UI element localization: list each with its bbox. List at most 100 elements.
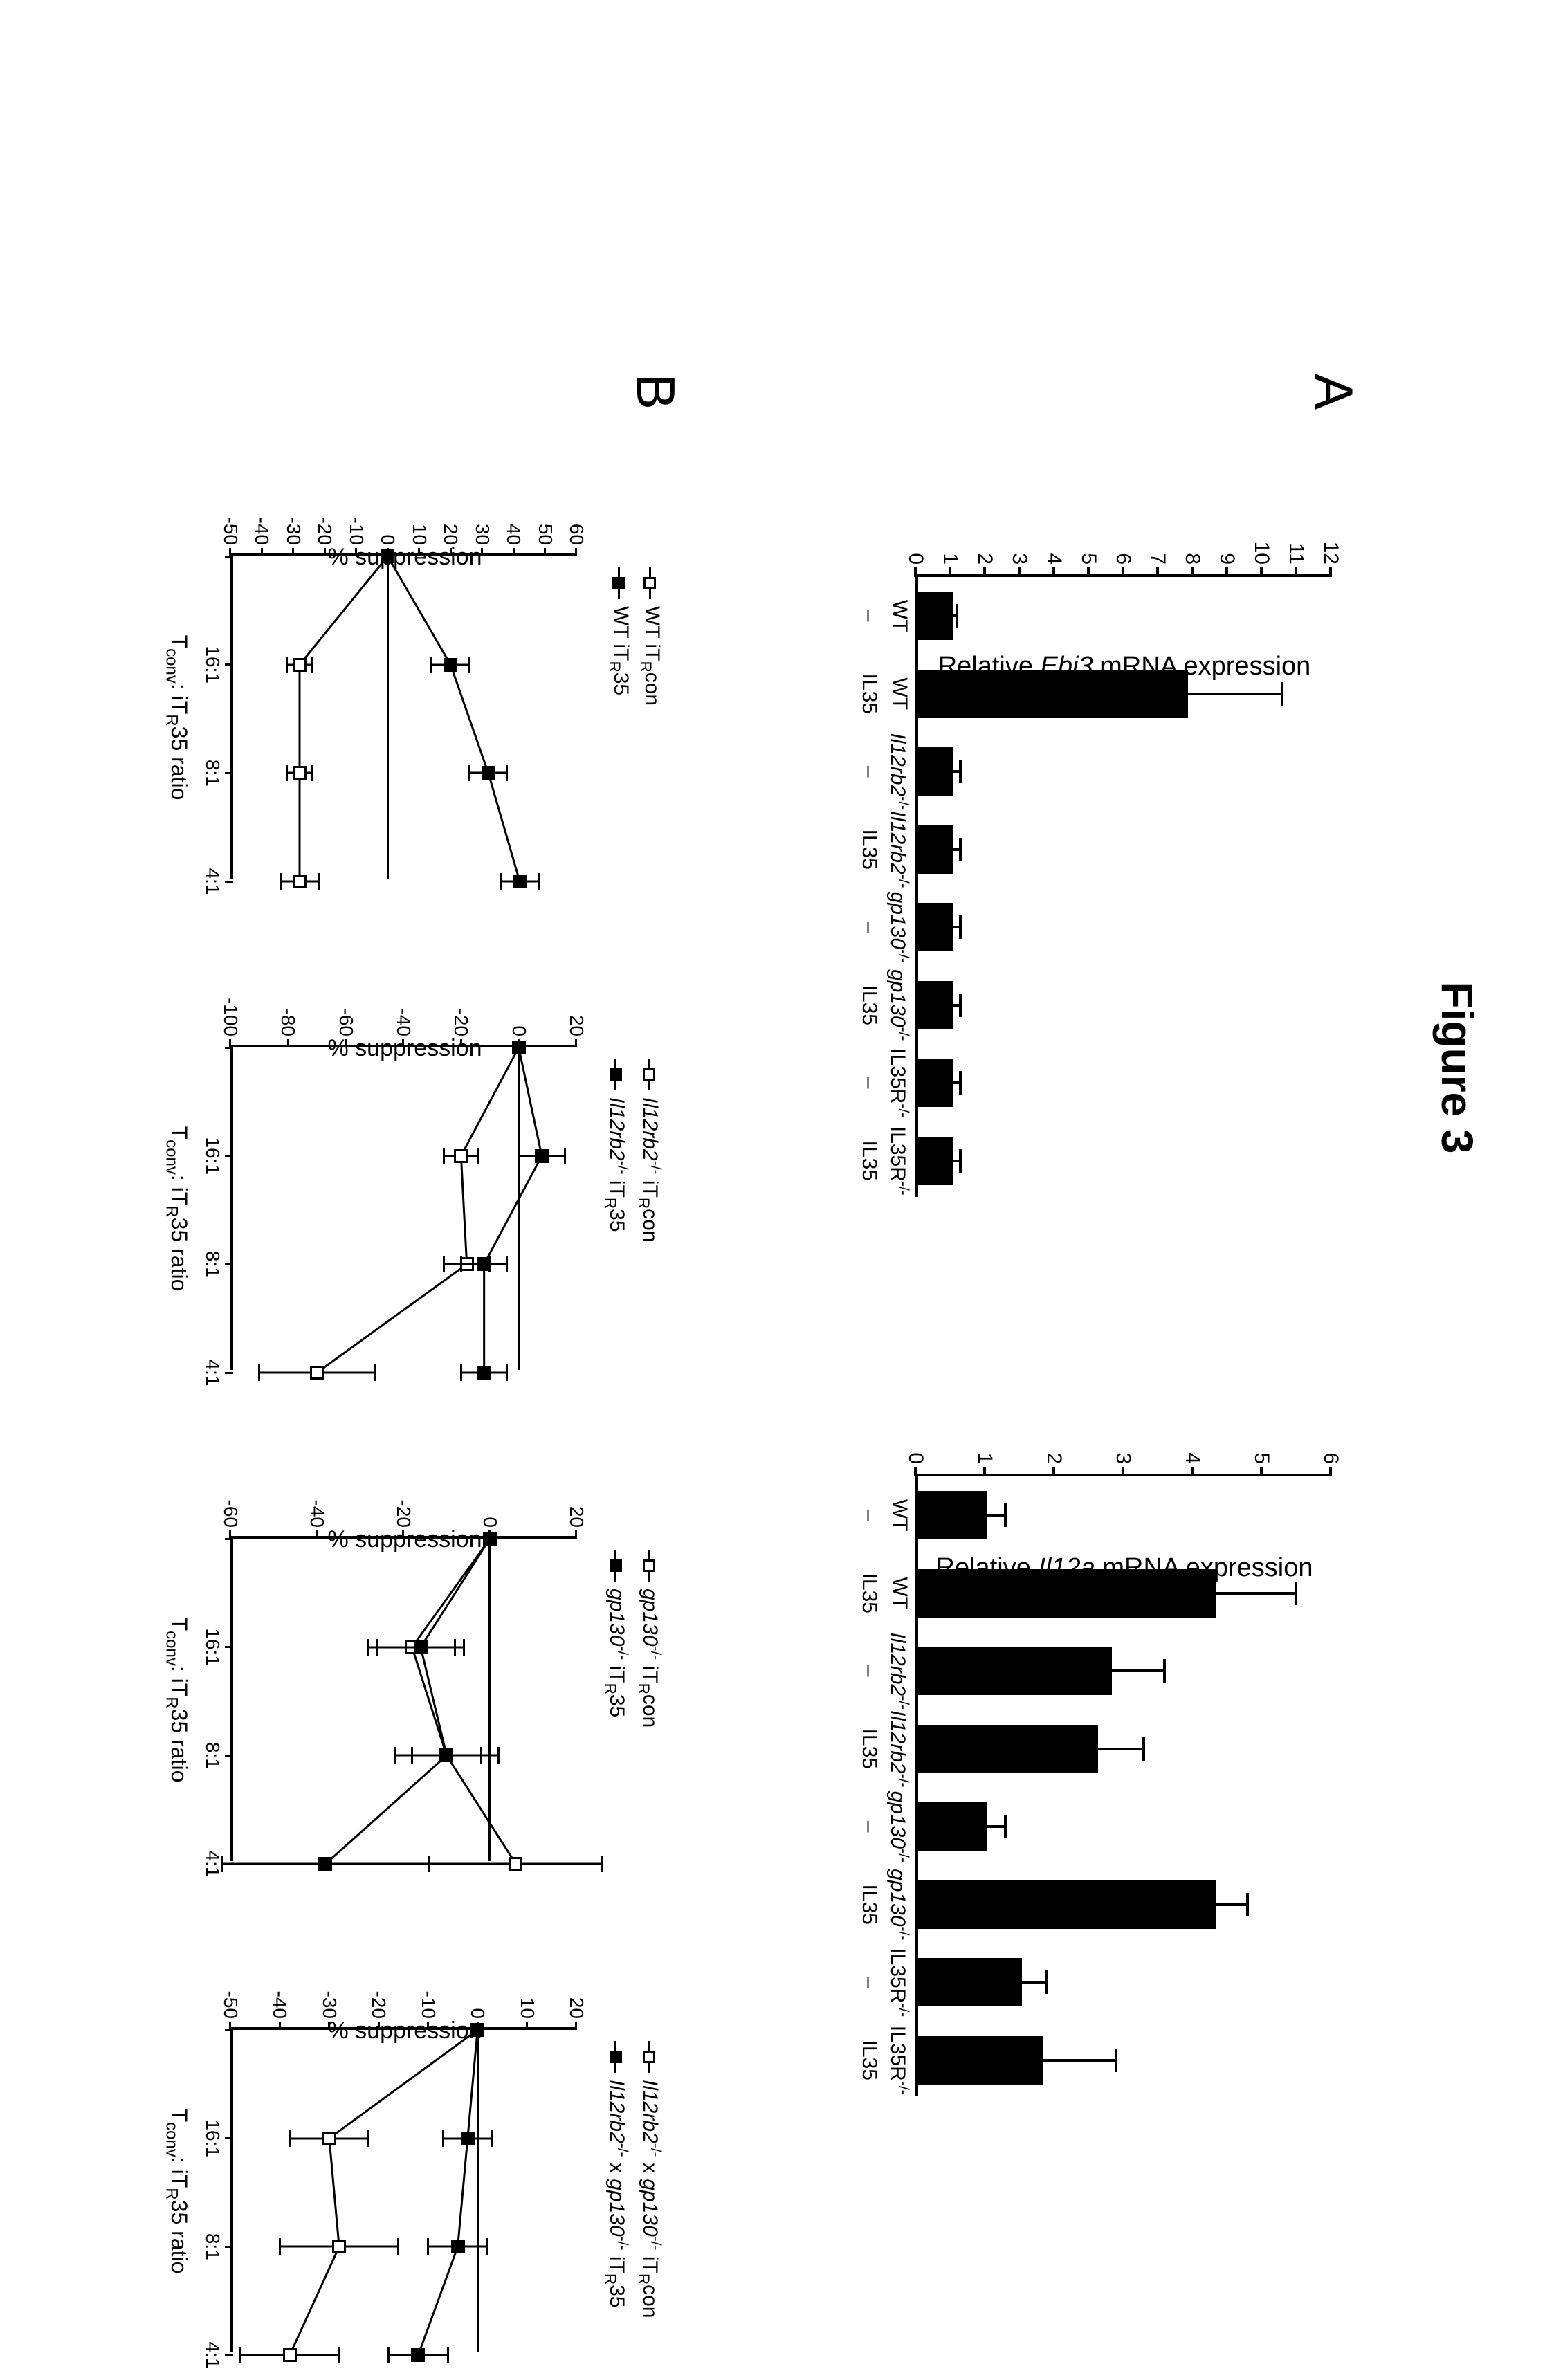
- ytick-label: 2: [973, 553, 996, 577]
- ytick-label: -100: [219, 997, 241, 1047]
- bar-category: IL35R-/-: [886, 1041, 911, 1124]
- bar-category: WT: [888, 652, 911, 735]
- bar-subcategory: IL35: [857, 1551, 881, 1634]
- bar: [918, 825, 953, 873]
- data-marker: [509, 1857, 523, 1871]
- data-marker: [319, 1857, 333, 1871]
- bar-category: gp130-/-: [886, 886, 911, 969]
- legend-item: Il12rb2-/- x gp130-/- iTR35: [601, 2041, 630, 2318]
- bar-subcategory: –: [857, 1629, 881, 1712]
- x-axis-label: Tconv: iTR35 ratio: [162, 1617, 192, 1782]
- bar: [918, 1958, 1022, 2006]
- data-marker: [293, 766, 307, 780]
- data-marker: [440, 1748, 454, 1762]
- data-marker: [411, 2348, 425, 2362]
- bar-subcategory: –: [857, 1041, 881, 1124]
- ytick-label: 2: [1042, 1452, 1066, 1476]
- bar-subcategory: IL35: [857, 807, 881, 890]
- xtick-label: 16:1: [201, 1137, 233, 1175]
- ytick-label: -40: [306, 1499, 328, 1538]
- x-axis-label: Tconv: iTR35 ratio: [162, 634, 192, 800]
- bar-subcategory: –: [857, 730, 881, 813]
- data-marker: [483, 1532, 497, 1546]
- data-marker: [454, 1148, 468, 1162]
- bar-category: Il12rb2-/-: [886, 807, 911, 890]
- xtick-label: 8:1: [201, 759, 233, 786]
- ytick-label: 50: [534, 523, 556, 556]
- line-chart: WT iTRconWT iTR35-50-40-30-20-1001020304…: [71, 457, 659, 906]
- legend-item: WT iTR35: [605, 567, 632, 706]
- bar-subcategory: IL35: [857, 1119, 881, 1202]
- ytick-label: 12: [1319, 541, 1342, 576]
- xtick-label: 8:1: [201, 1741, 233, 1768]
- ytick-label: -40: [268, 1990, 291, 2029]
- xtick-label: 4:1: [201, 868, 233, 895]
- bar-category: WT: [888, 574, 911, 657]
- bar: [918, 747, 953, 796]
- plot-area: -60-40-20020% suppression16:18:14:1Tconv…: [230, 1536, 576, 1861]
- bar-subcategory: IL35: [857, 963, 881, 1046]
- plot-area: 0123456Relative Il12a mRNA expressionWT–…: [915, 1474, 1331, 2096]
- bar-chart: 0123456Relative Il12a mRNA expressionWT–…: [722, 1356, 1344, 2117]
- ytick-label: 10: [1250, 541, 1273, 576]
- bar: [918, 1059, 953, 1107]
- ytick-label: 5: [1250, 1452, 1273, 1476]
- line-chart: gp130-/- iTRcongp130-/- iTR35-60-40-2002…: [71, 1439, 659, 1889]
- bar: [918, 903, 953, 951]
- ytick-label: -80: [277, 1008, 299, 1047]
- bar-subcategory: IL35: [857, 652, 881, 735]
- bar: [918, 1568, 1216, 1617]
- legend: Il12rb2-/- x gp130-/- iTRconIl12rb2-/- x…: [597, 2041, 664, 2318]
- bar: [918, 1880, 1216, 1928]
- ytick-label: 7: [1146, 553, 1169, 577]
- bar-category: gp130-/-: [886, 963, 911, 1046]
- bar-subcategory: IL35: [857, 2018, 881, 2101]
- bar: [918, 1136, 953, 1184]
- legend-item: WT iTRcon: [637, 567, 664, 706]
- bar: [918, 1647, 1112, 1695]
- data-marker: [477, 1257, 491, 1271]
- ytick-label: 3: [1007, 553, 1031, 577]
- ytick-label: 8: [1180, 553, 1204, 577]
- line-chart: Il12rb2-/- x gp130-/- iTRconIl12rb2-/- x…: [71, 1930, 659, 2380]
- legend-item: Il12rb2-/- iTR35: [601, 1059, 630, 1243]
- data-marker: [310, 1366, 324, 1380]
- xtick-label: 16:1: [201, 2119, 233, 2157]
- ytick-label: 4: [1180, 1452, 1204, 1476]
- bar-category: gp130-/-: [886, 1785, 911, 1868]
- xtick-label: 4:1: [201, 1359, 233, 1386]
- ytick-label: 5: [1077, 553, 1100, 577]
- legend: gp130-/- iTRcongp130-/- iTR35: [597, 1550, 664, 1728]
- bar-subcategory: IL35: [857, 1707, 881, 1790]
- legend-item: Il12rb2-/- iTRcon: [634, 1059, 664, 1243]
- ytick-label: 20: [565, 1505, 587, 1538]
- bar: [918, 980, 953, 1029]
- ytick-label: 60: [565, 523, 587, 556]
- bar: [918, 1724, 1098, 1773]
- ytick-label: 20: [565, 1997, 587, 2029]
- bar-category: Il12rb2-/-: [886, 1707, 911, 1790]
- legend-item: Il12rb2-/- x gp130-/- iTRcon: [634, 2041, 664, 2318]
- data-marker: [451, 2240, 465, 2253]
- data-marker: [444, 657, 457, 671]
- ytick-label: 9: [1215, 553, 1238, 577]
- data-marker: [482, 766, 495, 780]
- legend-item: gp130-/- iTR35: [601, 1550, 630, 1728]
- bar-category: Il12rb2-/-: [886, 1629, 911, 1712]
- plot-area: -50-40-30-20-100102030405060% suppressio…: [230, 553, 576, 879]
- ytick-label: 6: [1319, 1452, 1342, 1476]
- bar-subcategory: –: [857, 1941, 881, 2024]
- figure-root: Figure 3 A B 0123456789101112Relative Eb…: [51, 318, 1503, 1817]
- ytick-label: 0: [904, 1452, 927, 1476]
- plot-area: -50-40-30-20-1001020% suppression16:18:1…: [230, 2027, 576, 2352]
- plot-area: -100-80-60-40-20020% suppression16:18:14…: [230, 1045, 576, 1370]
- ytick-label: 3: [1111, 1452, 1135, 1476]
- ytick-label: 4: [1042, 553, 1066, 577]
- data-marker: [512, 1041, 526, 1054]
- ytick-label: -40: [250, 517, 273, 556]
- bar-subcategory: –: [857, 574, 881, 657]
- data-marker: [470, 2023, 484, 2037]
- ytick-label: 40: [502, 523, 524, 556]
- bar-category: gp130-/-: [886, 1862, 911, 1946]
- xtick-label: 4:1: [201, 2341, 233, 2368]
